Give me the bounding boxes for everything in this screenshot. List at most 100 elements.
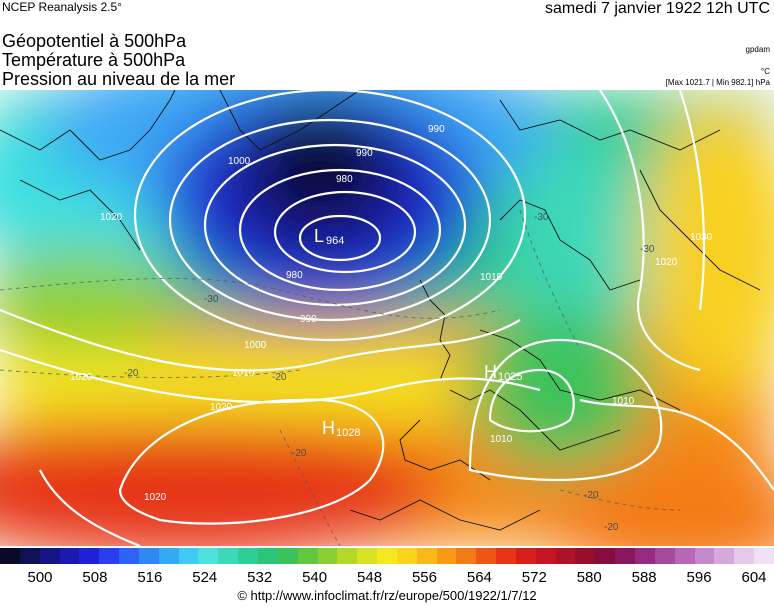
color-swatch — [476, 548, 497, 564]
color-swatch — [59, 548, 80, 564]
high-value: 1025 — [498, 371, 522, 383]
map-canvas: 990 980 990 980 990 1000 1010 1020 1020 … — [0, 90, 774, 546]
color-swatch — [0, 548, 20, 564]
color-swatch — [436, 548, 457, 564]
high-pressure-centre: H 1028 — [322, 418, 360, 439]
units-block: gpdam °C [Max 1021.7 | Min 982.1] hPa — [666, 44, 770, 88]
isobar-label: 1010 — [490, 434, 513, 445]
color-swatch — [694, 548, 715, 564]
color-swatch — [357, 548, 378, 564]
color-swatch — [456, 548, 477, 564]
high-value: 1028 — [336, 427, 360, 439]
scale-tick-label: 508 — [82, 569, 108, 586]
unit-geopotential: gpdam — [745, 45, 770, 54]
temp-label: -20 — [124, 368, 139, 379]
color-swatch — [317, 548, 338, 564]
color-swatch — [277, 548, 298, 564]
color-swatch — [198, 548, 219, 564]
pressure-centres: L 964 H 1028 H 1025 — [314, 226, 522, 439]
color-swatch — [218, 548, 239, 564]
color-swatch — [257, 548, 278, 564]
temp-label: -20 — [272, 372, 287, 383]
color-swatch — [734, 548, 755, 564]
color-swatch — [515, 548, 536, 564]
low-letter: L — [314, 226, 324, 246]
color-swatch — [754, 548, 774, 564]
map-date: samedi 7 janvier 1922 12h UTC — [544, 0, 770, 17]
isobar-label: 1000 — [244, 340, 267, 351]
isobar-label: 1000 — [228, 156, 251, 167]
color-swatch — [238, 548, 258, 564]
scale-tick-label: 532 — [247, 569, 273, 586]
scale-tick-label: 588 — [631, 569, 657, 586]
isobar-label: 990 — [356, 148, 373, 159]
isobar-label: 1020 — [655, 257, 678, 268]
isotherms — [0, 209, 681, 546]
color-swatch — [297, 548, 318, 564]
color-swatch — [79, 548, 100, 564]
isobar-labels: 990 980 990 980 990 1000 1010 1020 1020 … — [70, 124, 713, 503]
high-letter: H — [484, 362, 497, 382]
isobar-label: 1030 — [690, 232, 713, 243]
geopotential-field — [0, 90, 774, 546]
color-swatch — [337, 548, 358, 564]
color-swatch — [615, 548, 635, 564]
isobar-label: 1010 — [480, 272, 503, 283]
color-scale — [0, 548, 774, 564]
color-swatch — [496, 548, 516, 564]
isobar-label: 1010 — [232, 368, 255, 379]
color-swatch — [39, 548, 60, 564]
color-swatch — [178, 548, 199, 564]
isobar-label: 980 — [286, 270, 303, 281]
color-swatch — [535, 548, 556, 564]
scale-tick-label: 500 — [27, 569, 53, 586]
scale-tick-label: 516 — [137, 569, 163, 586]
temp-label: -30 — [640, 244, 655, 255]
title-pressure: Pression au niveau de la mer — [2, 69, 236, 89]
color-swatch — [138, 548, 159, 564]
scale-tick-label: 572 — [521, 569, 547, 586]
isobar-label: 990 — [300, 314, 317, 325]
color-swatch — [635, 548, 655, 564]
temp-label: -20 — [584, 490, 599, 501]
scale-tick-label: 604 — [741, 569, 767, 586]
color-swatch — [158, 548, 179, 564]
color-swatch — [714, 548, 735, 564]
color-swatch — [595, 548, 616, 564]
high-pressure-centre: H 1025 — [484, 362, 522, 383]
color-swatch — [396, 548, 417, 564]
pressure-range: [Max 1021.7 | Min 982.1] hPa — [665, 78, 770, 87]
isobar-label: 980 — [336, 174, 353, 185]
color-swatch — [119, 548, 139, 564]
isobar-label: 990 — [428, 124, 445, 135]
isobar-label: 1020 — [210, 402, 233, 413]
color-swatch — [416, 548, 437, 564]
scale-tick-label: 548 — [357, 569, 383, 586]
isobar-964 — [298, 214, 382, 262]
scale-tick-label: 540 — [302, 569, 328, 586]
temp-label: -20 — [292, 448, 307, 459]
scale-tick-label: 524 — [192, 569, 218, 586]
color-swatch — [19, 548, 40, 564]
isobar-label: 1020 — [70, 372, 93, 383]
color-swatch — [654, 548, 675, 564]
unit-temperature: °C — [761, 67, 770, 76]
map-titles: Géopotentiel à 500hPa Température à 500h… — [2, 32, 235, 89]
color-swatch — [674, 548, 695, 564]
color-swatch — [575, 548, 596, 564]
isobar-label: 1020 — [144, 492, 167, 503]
weather-map[interactable]: 990 980 990 980 990 1000 1010 1020 1020 … — [0, 90, 774, 546]
title-geopotential: Géopotentiel à 500hPa — [2, 31, 187, 51]
scale-tick-label: 564 — [466, 569, 492, 586]
low-pressure-centre: L 964 — [314, 226, 344, 247]
scale-tick-label: 556 — [411, 569, 437, 586]
low-value: 964 — [326, 235, 344, 247]
temp-label: -20 — [604, 522, 619, 533]
color-scale-labels: 500 508 516 524 532 540 548 556 564 572 580 588 596 6… — [0, 569, 774, 587]
color-swatch — [555, 548, 576, 564]
color-swatch — [99, 548, 120, 564]
temperature-labels: -30 -20 -20 -20 -20 -30 -30 -20 — [124, 212, 655, 533]
scale-tick-label: 580 — [576, 569, 602, 586]
isobars — [0, 90, 774, 546]
high-letter: H — [322, 418, 335, 438]
